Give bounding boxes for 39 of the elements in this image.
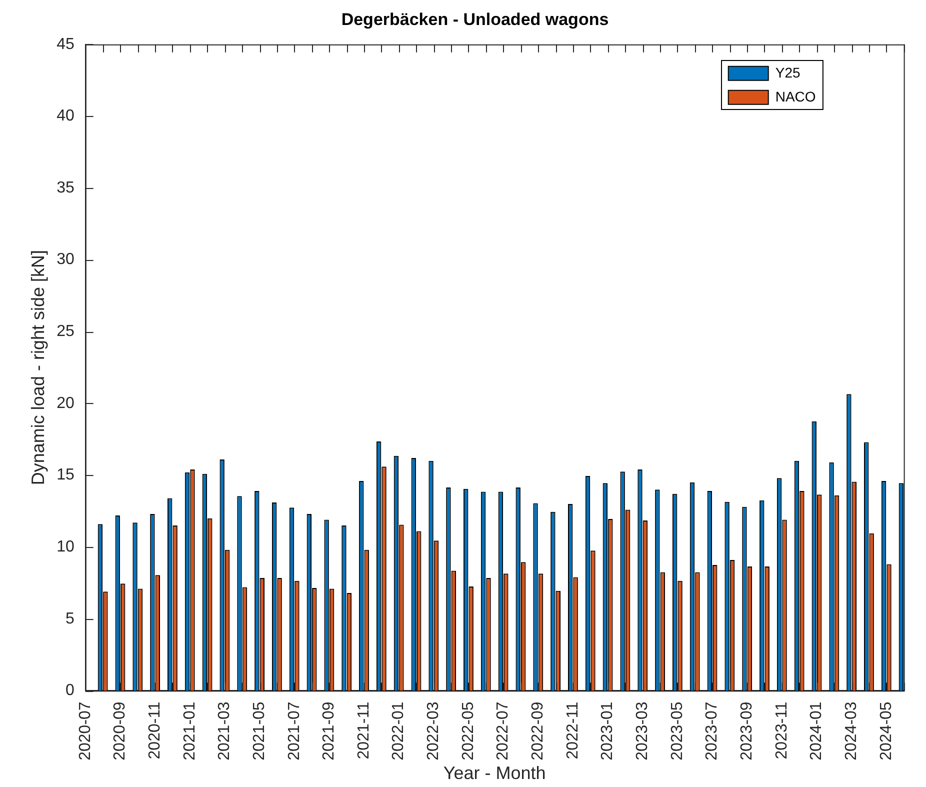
x-tick-label: 2021-03 [216, 702, 234, 760]
x-tick-label: 2021-07 [286, 702, 303, 760]
y-tick-label: 10 [56, 538, 74, 556]
y-tick-label: 20 [56, 394, 74, 412]
x-tick-label: 2020-09 [112, 702, 129, 760]
x-tick-label: 2023-11 [773, 702, 790, 760]
x-tick-label: 2022-07 [494, 702, 512, 760]
x-tick-label: 2024-05 [878, 702, 895, 760]
x-tick-label: 2022-09 [530, 702, 547, 760]
x-tick-label: 2022-01 [390, 702, 408, 760]
x-tick-label: 2022-03 [425, 702, 442, 760]
y-tick-label: 0 [65, 682, 74, 700]
y-axis-title: Dynamic load - right side [kN] [28, 250, 48, 486]
x-tick-label: 2020-07 [76, 702, 94, 760]
x-tick-label: 2023-07 [704, 702, 721, 760]
y-tick-label: 45 [56, 36, 74, 53]
x-tick-label: 2020-11 [146, 702, 164, 760]
x-tick-label: 2021-01 [181, 702, 198, 760]
x-tick-label: 2023-05 [668, 702, 686, 760]
y-tick-label: 30 [56, 251, 74, 268]
x-tick-label: 2021-11 [355, 702, 372, 760]
x-tick-label: 2023-09 [738, 702, 756, 760]
x-tick-label: 2024-01 [808, 702, 826, 760]
y-tick-label: 25 [56, 323, 74, 340]
x-tick-label: 2022-05 [460, 702, 477, 760]
y-tick-label: 15 [56, 466, 74, 484]
x-tick-label: 2024-03 [842, 702, 860, 760]
x-axis-title: Year - Month [443, 763, 546, 784]
x-tick-label: 2023-03 [634, 702, 652, 760]
legend-label: NACO [775, 88, 816, 104]
y-tick-label: 5 [65, 610, 74, 628]
y-tick-label: 35 [56, 179, 74, 196]
x-tick-label: 2022-11 [564, 702, 582, 760]
x-tick-label: 2023-01 [599, 702, 616, 760]
x-tick-label: 2021-05 [250, 702, 268, 760]
y-tick-label: 40 [56, 108, 74, 125]
x-tick-label: 2021-09 [320, 702, 338, 760]
chart-title: Degerbäcken - Unloaded wagons [341, 10, 609, 29]
legend-label: Y25 [775, 64, 800, 80]
